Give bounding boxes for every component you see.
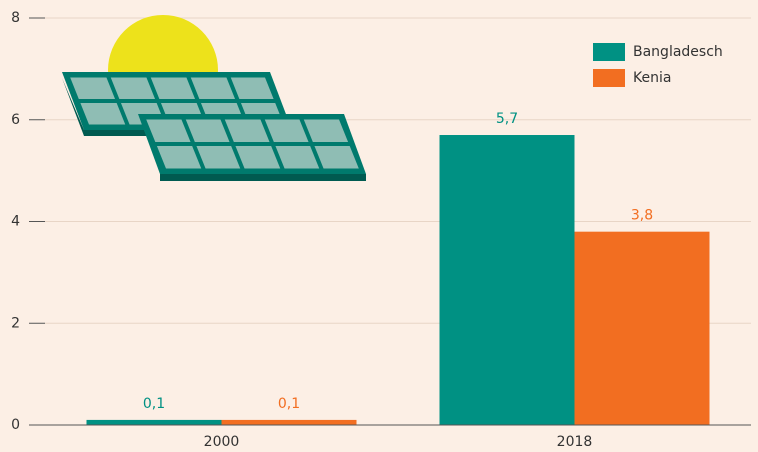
panel — [138, 114, 366, 181]
y-tick-label: 4 — [11, 214, 20, 230]
value-label: 3,8 — [631, 208, 653, 224]
value-label: 0,1 — [143, 396, 165, 412]
x-tick-label: 2000 — [204, 434, 240, 450]
y-tick-label: 2 — [11, 315, 20, 331]
chart: 0 2 4 6 8 2000 0,1 0,1 2018 5,7 3,8 Bangladesch Keni… — [0, 0, 758, 452]
legend-swatch — [593, 69, 625, 87]
bar — [575, 232, 710, 425]
value-label: 0,1 — [278, 396, 300, 412]
bar — [440, 135, 575, 425]
legend-label: Kenia — [633, 70, 671, 86]
value-label: 5,7 — [496, 111, 518, 127]
x-tick-label: 2018 — [557, 434, 593, 450]
bar — [222, 420, 357, 425]
legend-label: Bangladesch — [633, 44, 723, 60]
bar — [87, 420, 222, 425]
y-tick-label: 0 — [11, 417, 20, 433]
legend-swatch — [593, 43, 625, 61]
page: {"chart_data": {"type": "bar", "categori… — [0, 0, 758, 452]
y-tick-label: 8 — [11, 10, 20, 26]
y-tick-label: 6 — [11, 112, 20, 128]
